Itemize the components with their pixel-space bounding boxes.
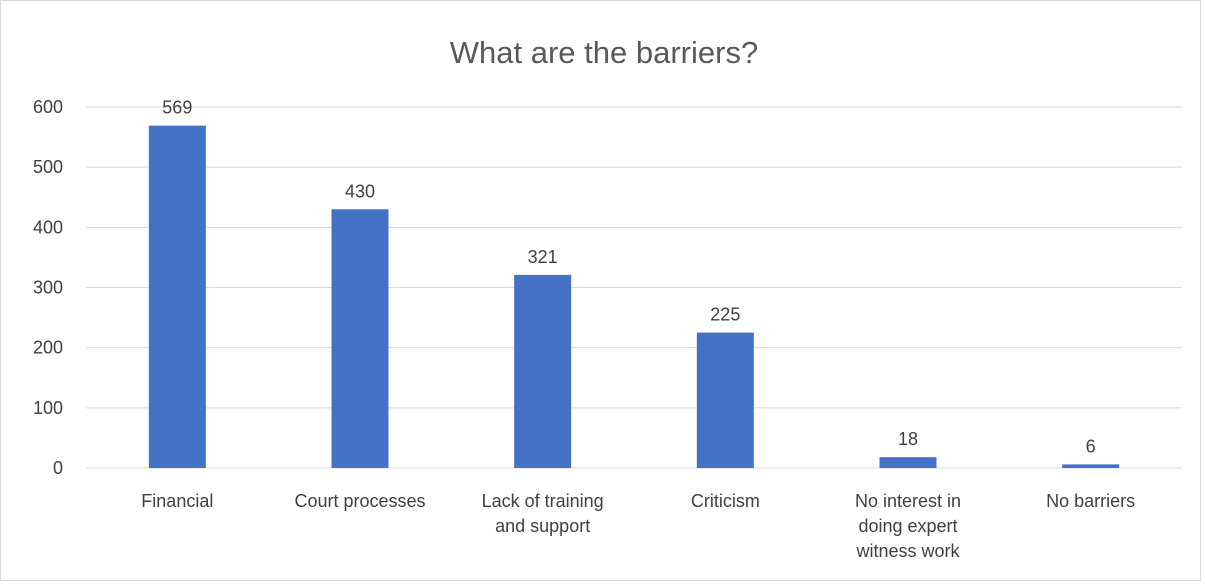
x-category-label: Lack of training and support <box>482 491 604 536</box>
data-label: 430 <box>345 181 375 201</box>
y-tick-label: 600 <box>33 97 63 117</box>
x-category-line: and support <box>495 516 590 536</box>
data-label: 18 <box>898 429 918 449</box>
bar <box>331 209 389 469</box>
data-label: 225 <box>710 305 740 325</box>
data-labels: 569 430 321 225 18 6 <box>162 98 1095 457</box>
y-tick-label: 500 <box>33 157 63 177</box>
x-category-line: Financial <box>141 491 213 511</box>
x-category-line: Court processes <box>294 491 425 511</box>
bar <box>879 457 937 468</box>
bar <box>148 125 206 468</box>
x-category-label: No barriers <box>1046 491 1135 511</box>
y-tick-label: 0 <box>53 458 63 478</box>
x-axis-categories: Financial Court processes Lack of training… <box>141 491 1135 561</box>
x-category-line: witness work <box>855 541 960 561</box>
x-category-line: No barriers <box>1046 491 1135 511</box>
y-tick-label: 200 <box>33 338 63 358</box>
x-category-label: No interest in doing expert witness work <box>855 491 961 561</box>
bar <box>1062 464 1120 468</box>
x-category-line: No interest in <box>855 491 961 511</box>
x-category-label: Criticism <box>691 491 760 511</box>
y-tick-label: 300 <box>33 278 63 298</box>
bar <box>514 274 572 468</box>
chart-title: What are the barriers? <box>450 35 758 70</box>
x-category-label: Court processes <box>294 491 425 511</box>
bars <box>148 125 1120 469</box>
data-label: 321 <box>528 247 558 267</box>
x-category-line: Lack of training <box>482 491 604 511</box>
y-tick-label: 400 <box>33 217 63 237</box>
x-category-label: Financial <box>141 491 213 511</box>
x-category-line: Criticism <box>691 491 760 511</box>
data-label: 6 <box>1086 436 1096 456</box>
y-tick-label: 100 <box>33 398 63 418</box>
data-label: 569 <box>162 98 192 118</box>
y-axis-ticks: 0 100 200 300 400 500 600 <box>33 97 63 478</box>
bar <box>696 332 754 468</box>
x-category-line: doing expert <box>858 516 957 536</box>
gridlines <box>86 106 1182 469</box>
